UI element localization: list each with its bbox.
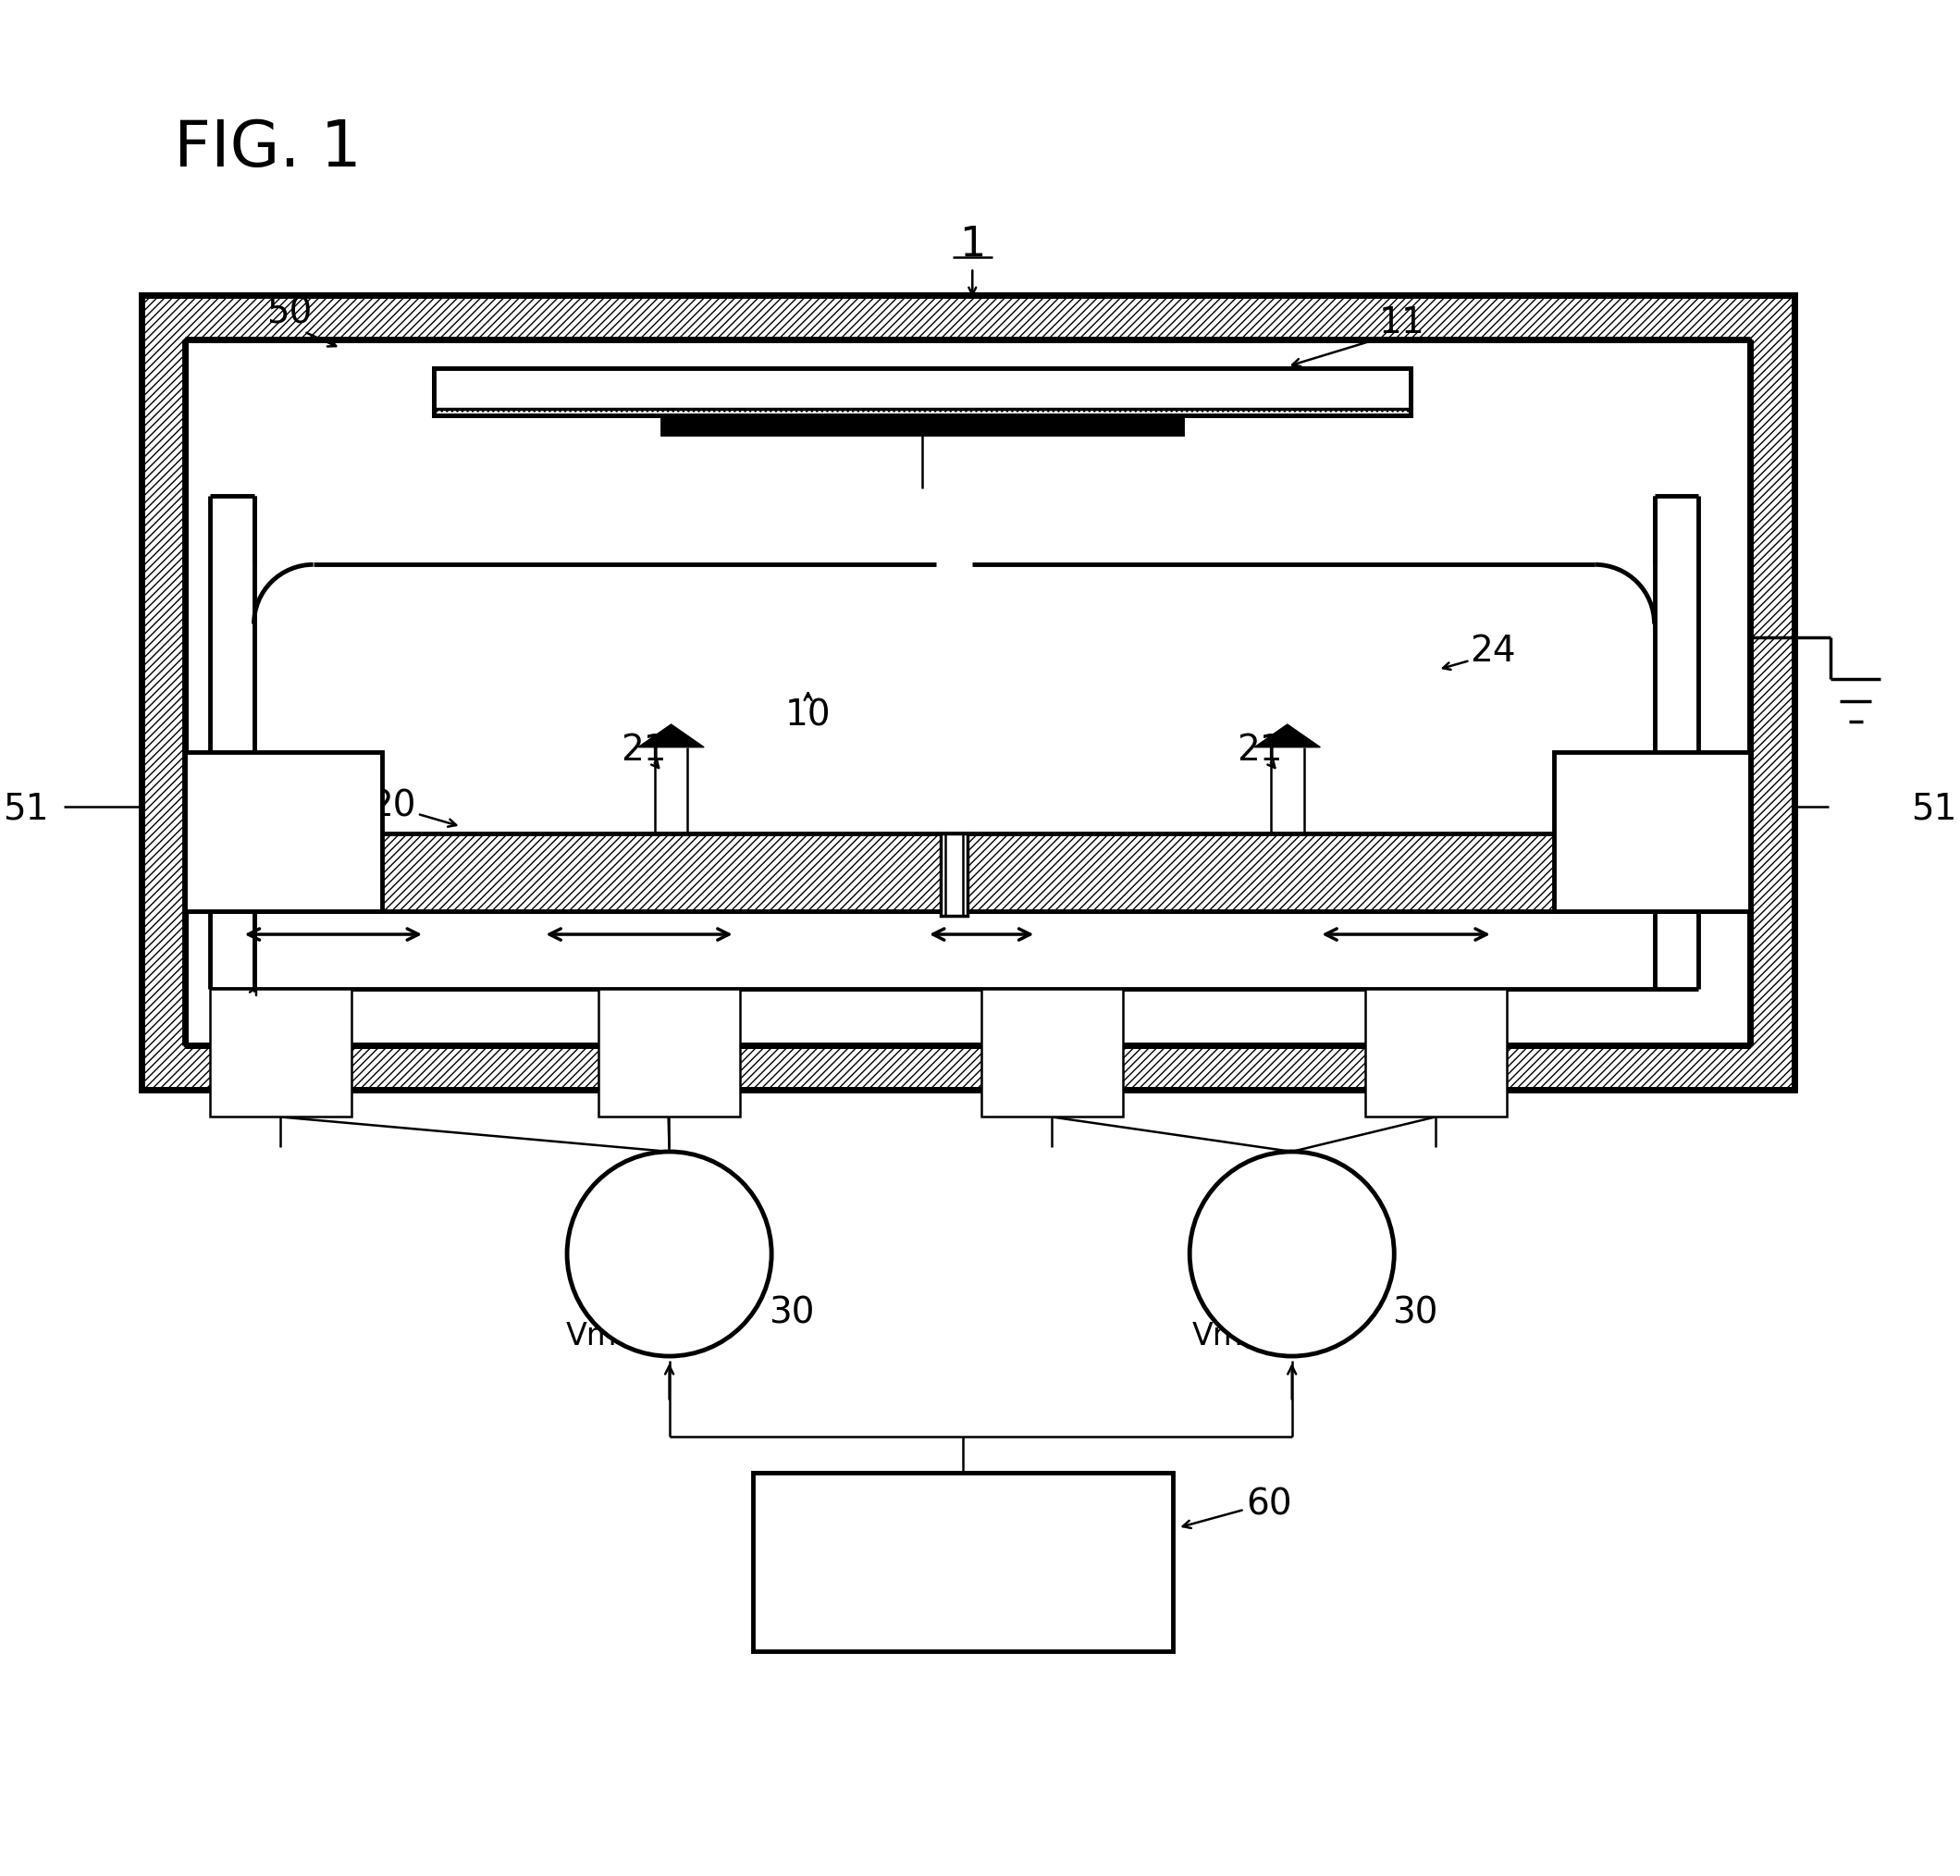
Text: FIG. 1: FIG. 1 [174,116,361,180]
Text: 22: 22 [1562,885,1607,919]
Text: 1: 1 [958,225,986,265]
Text: 23: 23 [1684,885,1731,919]
Bar [1364,989,1507,1116]
Text: AC: AC [641,1234,698,1274]
Text: 40: 40 [220,991,261,1021]
Text: 41: 41 [220,1028,261,1060]
Bar [186,340,1750,1045]
Text: 30: 30 [1392,1296,1439,1330]
Text: Vmf2: Vmf2 [566,1321,649,1351]
Bar [210,989,351,1116]
Text: 11: 11 [1378,306,1425,340]
Text: 30: 30 [768,1296,815,1330]
Bar [753,1473,1174,1651]
Circle shape [1190,1152,1394,1356]
Text: 60: 60 [1247,1488,1292,1523]
Bar [141,295,1793,1090]
Bar [433,368,1411,416]
Polygon shape [639,724,704,747]
Bar [982,989,1123,1116]
Bar [433,368,1411,409]
Text: Vmf1: Vmf1 [1192,1321,1274,1351]
Bar [210,835,1697,912]
Text: AC: AC [1262,1234,1321,1274]
Text: 22: 22 [241,885,288,919]
Text: 21: 21 [621,732,666,767]
Text: 41: 41 [612,1024,655,1054]
Bar [941,835,968,915]
Text: 50: 50 [267,296,312,330]
Circle shape [566,1152,772,1356]
Bar [598,989,739,1116]
Text: 24: 24 [1470,634,1515,670]
Text: Power Source
Control Part: Power Source Control Part [858,1529,1068,1595]
Bar [433,368,1411,416]
Polygon shape [1254,724,1321,747]
Text: 41: 41 [998,1024,1039,1054]
Text: 51: 51 [1911,792,1956,827]
Bar [662,416,1182,433]
Text: 10: 10 [786,698,831,734]
Text: 20: 20 [370,790,416,824]
Text: 51: 51 [2,792,49,827]
Text: 21: 21 [1237,732,1284,767]
Bar [186,752,382,912]
Bar [1554,752,1750,912]
Text: 41: 41 [1380,1024,1423,1054]
